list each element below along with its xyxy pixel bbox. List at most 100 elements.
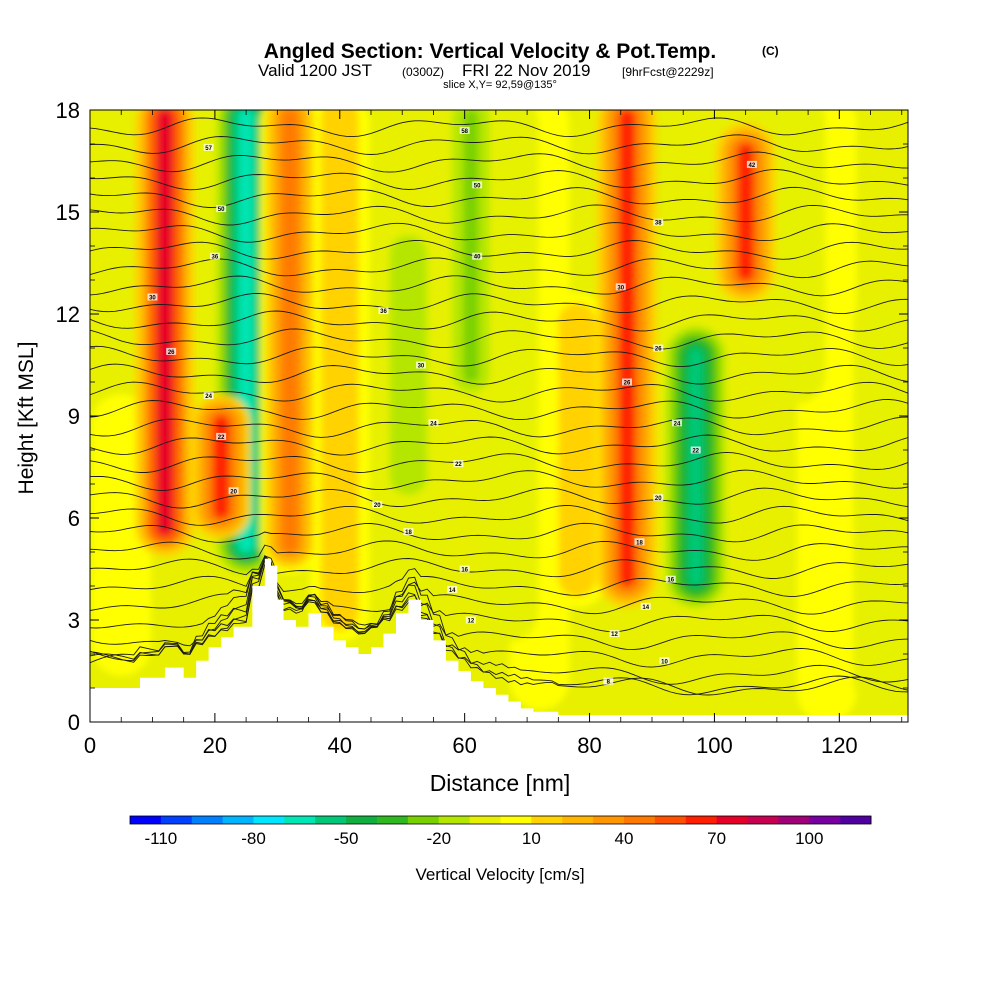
colorbar-swatch [407,816,440,824]
contour-label-text: 20 [230,489,237,495]
isentrope-line [90,560,908,597]
contour-label-bg [203,392,214,400]
colorbar-swatch [222,816,254,824]
contour-label-bg [609,630,620,638]
contour-label: 40 [472,252,483,261]
contour-label: 36 [378,307,389,315]
isentrope-line [90,469,908,491]
contour-label: 8 [603,677,614,686]
contour-label-text: 26 [655,347,662,353]
contour-label: 50 [216,205,227,213]
y-axis-label: Height [Kft MSL] [15,342,38,495]
colorbar-swatch [191,816,224,824]
x-tick-label: 0 [84,733,96,758]
isentrope-line [90,416,908,438]
contour-label-text: 40 [474,255,481,261]
contour-label-bg [472,181,483,189]
contour-label-text: 12 [468,619,475,625]
updraft-cell [282,110,298,552]
contour-label-text: 22 [455,462,462,468]
contour-label: 12 [609,630,620,638]
updraft-cell [157,110,173,535]
contour-label-text: 22 [218,435,225,441]
updraft-cell [213,416,229,518]
contour-label-bg [147,293,158,301]
contour-label: 30 [415,361,426,370]
contour-label-bg [372,500,383,508]
colorbar-swatch [685,816,718,824]
colorbar-swatch [438,816,471,824]
colorbar-tick-label: 40 [615,829,634,848]
contour-label-text: 20 [655,496,662,502]
colorbar-swatch [809,816,841,824]
isentrope-line [90,563,908,696]
isentrope-line [90,487,908,509]
colorbar-swatch [593,816,625,824]
contour-label-bg [653,344,664,352]
chart-title: Angled Section: Vertical Velocity & Pot.… [264,40,716,63]
contour-label-bg [659,657,670,665]
isentrope-line [90,522,908,543]
colorbar-tick-label: -80 [241,829,266,848]
contour-label-bg [166,347,177,355]
y-tick-label: 3 [68,608,80,633]
contour-label: 22 [690,446,701,455]
isentrope-line [90,540,908,561]
colorbar-swatch [469,816,501,824]
contour-label-text: 36 [380,309,387,315]
contour-label-bg [615,283,626,291]
contour-label-text: 50 [218,207,225,213]
colorbar-tick-label: 100 [795,829,823,848]
isentrope-line [90,399,908,421]
x-tick-label: 60 [452,733,476,758]
colorbar-swatch [377,816,409,824]
contour-label-text: 14 [449,588,456,594]
contour-label-bg [447,585,458,593]
colorbar-swatch [654,816,687,824]
chart-title-unit: (C) [762,44,779,58]
downdraft-cell [463,110,479,382]
valid-prefix: Valid 1200 JST [258,61,372,80]
colorbar-label: Vertical Velocity [cm/s] [415,865,584,884]
contour-label-bg [653,218,664,226]
contour-label-text: 20 [374,503,381,509]
contour-label-bg [378,307,389,315]
contour-label-text: 22 [692,449,699,455]
contour-label-text: 38 [655,221,662,227]
isentrope-line [90,134,908,155]
contour-label: 57 [203,143,214,152]
isentrope-line [90,240,908,260]
isentrope-line [90,117,908,138]
field-background-cell [569,314,585,586]
valid-utc: (0300Z) [402,65,444,79]
y-tick-label: 0 [68,710,80,735]
chart-header: Angled Section: Vertical Velocity & Pot.… [258,40,779,91]
colorbar: -110 -80 -50 -20 10 40 70 100 [129,815,872,848]
contour-label-bg [415,361,426,369]
y-tick-label: 15 [56,200,80,225]
colorbar-swatch [160,816,193,824]
contour-label-text: 14 [642,605,649,611]
contour-label-bg [459,126,470,134]
y-tick-label: 9 [68,404,80,429]
plot-area: 57 50 36 30 26 24 22 20 58 50 40 36 30 24 22 20 18 16 14 12… [90,110,908,722]
contour-label-text: 30 [149,296,156,302]
contour-label: 30 [147,293,158,302]
colorbar-swatch [840,816,872,824]
contour-label: 30 [615,283,626,291]
contour-label-bg [403,528,414,536]
isentrope-line [90,554,908,696]
forecast-info: [9hrFcst@2229z] [622,65,714,79]
field-background-cell [500,110,516,620]
isentrope-line [90,505,908,526]
contour-label-text: 50 [474,183,481,189]
colorbar-swatch [315,816,347,824]
colorbar-swatch [284,816,316,824]
slice-info: slice X,Y= 92,59@135° [443,79,557,91]
isentrope-line [90,257,908,279]
isentropes [90,117,908,696]
contour-label-bg [603,677,614,685]
colorbar-swatch [253,816,285,824]
contour-label: 42 [746,160,757,169]
